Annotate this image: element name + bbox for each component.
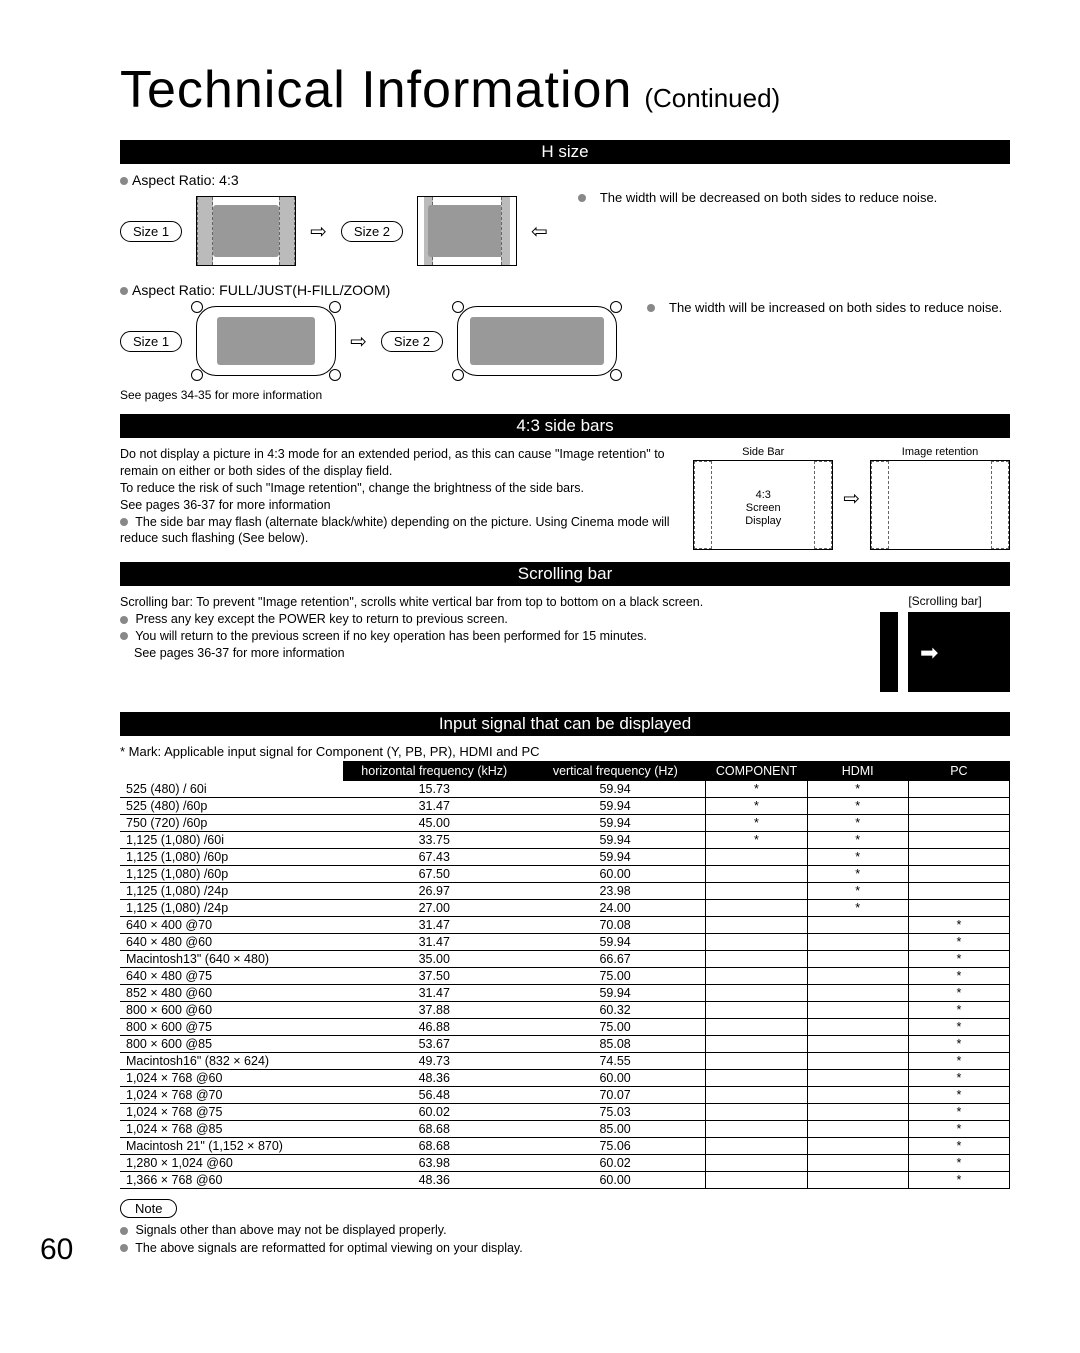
table-row: 640 × 400 @7031.4770.08* [120, 917, 1010, 934]
section-header-scrolling: Scrolling bar [120, 562, 1010, 586]
scrolling-box: ➡ [880, 612, 1010, 692]
hsize-see-pages: See pages 34-35 for more information [120, 388, 1010, 402]
sidebar-diagram-after [870, 460, 1010, 550]
bullet-icon [120, 287, 128, 295]
section-header-signals: Input signal that can be displayed [120, 712, 1010, 736]
sidebars-bullet: The side bar may flash (alternate black/… [120, 515, 670, 546]
hsize-desc-full: The width will be increased on both side… [669, 300, 1002, 317]
size2-label-2: Size 2 [381, 331, 443, 352]
table-row: Macintosh16" (832 × 624)49.7374.55* [120, 1053, 1010, 1070]
page-title-main: Technical Information [120, 60, 632, 120]
bullet-icon [120, 632, 128, 640]
table-row: 1,024 × 768 @7560.0275.03* [120, 1104, 1010, 1121]
table-row: 750 (720) /60p45.0059.94** [120, 815, 1010, 832]
retention-label: Image retention [870, 446, 1010, 458]
arrow-right-icon: ⇨ [843, 486, 860, 511]
table-row: 640 × 480 @7537.5075.00* [120, 968, 1010, 985]
hsize-desc-43: The width will be decreased on both side… [600, 190, 937, 207]
scrolling-intro: Scrolling bar: To prevent "Image retenti… [120, 594, 860, 611]
col-blank [120, 762, 344, 781]
size1-label: Size 1 [120, 221, 182, 242]
col-hfreq: horizontal frequency (kHz) [344, 762, 525, 781]
screen-full-after [457, 306, 617, 376]
col-pc: PC [908, 762, 1009, 781]
page-title-sub: (Continued) [644, 83, 780, 114]
arrow-left-icon: ⇦ [531, 219, 548, 244]
screen-full-before [196, 306, 336, 376]
note-pill: Note [120, 1199, 177, 1218]
table-row: 1,125 (1,080) /24p27.0024.00* [120, 900, 1010, 917]
sidebar-diagram-before: 4:3ScreenDisplay [693, 460, 833, 550]
scrolling-b2: You will return to the previous screen i… [135, 629, 647, 643]
note-1: Signals other than above may not be disp… [135, 1223, 446, 1237]
bullet-icon [120, 616, 128, 624]
table-row: 852 × 480 @6031.4759.94* [120, 985, 1010, 1002]
signals-mark-note: * Mark: Applicable input signal for Comp… [120, 744, 1010, 759]
bullet-icon [120, 1227, 128, 1235]
table-row: 525 (480) /60p31.4759.94** [120, 798, 1010, 815]
table-row: 1,125 (1,080) /60p67.4359.94* [120, 849, 1010, 866]
table-row: 640 × 480 @6031.4759.94* [120, 934, 1010, 951]
table-row: 1,125 (1,080) /24p26.9723.98* [120, 883, 1010, 900]
table-row: 800 × 600 @7546.8875.00* [120, 1019, 1010, 1036]
table-row: Macintosh 21" (1,152 × 870)68.6875.06* [120, 1138, 1010, 1155]
sidebar-center-text: 4:3ScreenDisplay [694, 489, 832, 529]
table-row: 800 × 600 @6037.8860.32* [120, 1002, 1010, 1019]
sidebar-label: Side Bar [693, 446, 833, 458]
bullet-icon [120, 518, 128, 526]
bullet-icon [120, 177, 128, 185]
screen-43-after [417, 196, 517, 266]
table-row: 1,366 × 768 @6048.3660.00* [120, 1172, 1010, 1189]
size2-label: Size 2 [341, 221, 403, 242]
table-row: 1,125 (1,080) /60i33.7559.94** [120, 832, 1010, 849]
arrow-right-icon: ⇨ [310, 219, 327, 244]
aspect-43-label: Aspect Ratio: 4:3 [132, 172, 239, 188]
arrow-right-icon: ➡ [920, 640, 938, 666]
bullet-icon [647, 304, 655, 312]
scrolling-box-label: [Scrolling bar] [880, 594, 1010, 608]
bullet-icon [120, 1244, 128, 1252]
scrolling-b1: Press any key except the POWER key to re… [135, 612, 507, 626]
screen-43-before [196, 196, 296, 266]
sidebars-para1: Do not display a picture in 4:3 mode for… [120, 446, 673, 480]
page-number: 60 [40, 1233, 73, 1267]
sidebars-para2: To reduce the risk of such "Image retent… [120, 480, 673, 497]
table-row: 1,024 × 768 @8568.6885.00* [120, 1121, 1010, 1138]
col-component: COMPONENT [706, 762, 807, 781]
col-vfreq: vertical frequency (Hz) [525, 762, 706, 781]
section-header-hsize: H size [120, 140, 1010, 164]
section-header-sidebars: 4:3 side bars [120, 414, 1010, 438]
table-row: 1,280 × 1,024 @6063.9860.02* [120, 1155, 1010, 1172]
sidebars-see-pages: See pages 36-37 for more information [120, 497, 673, 514]
signals-table: horizontal frequency (kHz) vertical freq… [120, 761, 1010, 1189]
table-row: 1,024 × 768 @7056.4870.07* [120, 1087, 1010, 1104]
note-2: The above signals are reformatted for op… [135, 1241, 522, 1255]
arrow-right-icon: ⇨ [350, 329, 367, 354]
table-row: 525 (480) / 60i15.7359.94** [120, 781, 1010, 798]
size1-label-2: Size 1 [120, 331, 182, 352]
table-row: 800 × 600 @8553.6785.08* [120, 1036, 1010, 1053]
scrolling-see-pages: See pages 36-37 for more information [120, 645, 860, 662]
table-row: 1,024 × 768 @6048.3660.00* [120, 1070, 1010, 1087]
bullet-icon [578, 194, 586, 202]
aspect-full-label: Aspect Ratio: FULL/JUST(H-FILL/ZOOM) [132, 282, 390, 298]
table-row: 1,125 (1,080) /60p67.5060.00* [120, 866, 1010, 883]
col-hdmi: HDMI [807, 762, 908, 781]
table-row: Macintosh13" (640 × 480)35.0066.67* [120, 951, 1010, 968]
